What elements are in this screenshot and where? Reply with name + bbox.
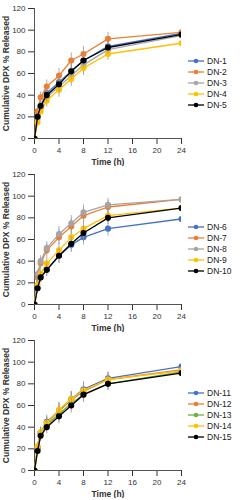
svg-text:120: 120 <box>12 336 26 345</box>
html-text:DN-8: DN-8 <box>207 244 227 254</box>
svg-text:120: 120 <box>12 4 26 13</box>
html-text:DN-12: DN-12 <box>207 399 232 409</box>
svg-text:20: 20 <box>17 278 26 287</box>
svg-text:24: 24 <box>177 312 186 321</box>
html-text:DN-2: DN-2 <box>207 67 227 77</box>
html-text:DN-3: DN-3 <box>207 78 227 88</box>
svg-text:16: 16 <box>128 146 137 155</box>
svg-text:100: 100 <box>12 358 26 367</box>
html-text:DN-7: DN-7 <box>207 233 227 243</box>
svg-text:4: 4 <box>57 312 62 321</box>
svg-text:0: 0 <box>32 478 37 487</box>
html-text:DN-13: DN-13 <box>207 410 232 420</box>
svg-text:0: 0 <box>32 312 37 321</box>
svg-text:Time (h): Time (h) <box>92 489 125 499</box>
svg-text:Cumulative DPX % Released: Cumulative DPX % Released <box>1 182 11 297</box>
svg-text:60: 60 <box>17 69 26 78</box>
svg-text:40: 40 <box>17 257 26 266</box>
svg-text:12: 12 <box>104 312 113 321</box>
html-text:DN-5: DN-5 <box>207 100 227 110</box>
svg-text:20: 20 <box>153 312 162 321</box>
svg-text:80: 80 <box>17 47 26 56</box>
svg-text:20: 20 <box>17 112 26 121</box>
svg-text:0: 0 <box>32 146 37 155</box>
svg-text:Cumulative DPX % Released: Cumulative DPX % Released <box>1 348 11 463</box>
svg-text:20: 20 <box>153 478 162 487</box>
svg-text:24: 24 <box>177 478 186 487</box>
svg-text:60: 60 <box>17 235 26 244</box>
svg-text:12: 12 <box>104 146 113 155</box>
svg-text:20: 20 <box>17 444 26 453</box>
html-text:DN-15: DN-15 <box>207 432 232 442</box>
html-text:DN-10: DN-10 <box>207 266 232 276</box>
svg-text:Cumulative DPX % Released: Cumulative DPX % Released <box>1 16 11 131</box>
svg-text:0: 0 <box>21 300 26 309</box>
svg-text:Time (h): Time (h) <box>92 157 125 167</box>
html-text:DN-1: DN-1 <box>207 56 227 66</box>
html-text:DN-6: DN-6 <box>207 222 227 232</box>
svg-text:80: 80 <box>17 379 26 388</box>
svg-text:0: 0 <box>21 134 26 143</box>
html-text:DN-9: DN-9 <box>207 255 227 265</box>
svg-text:4: 4 <box>57 146 62 155</box>
svg-text:24: 24 <box>177 146 186 155</box>
html-text:DN-4: DN-4 <box>207 89 227 99</box>
svg-text:40: 40 <box>17 423 26 432</box>
svg-text:Time (h): Time (h) <box>92 323 125 333</box>
svg-text:20: 20 <box>153 146 162 155</box>
html-text:DN-14: DN-14 <box>207 421 232 431</box>
svg-text:16: 16 <box>128 312 137 321</box>
svg-text:120: 120 <box>12 170 26 179</box>
html-text:DN-11: DN-11 <box>207 388 231 398</box>
svg-text:8: 8 <box>81 478 86 487</box>
svg-text:100: 100 <box>12 192 26 201</box>
svg-text:16: 16 <box>128 478 137 487</box>
svg-text:8: 8 <box>81 312 86 321</box>
svg-text:80: 80 <box>17 213 26 222</box>
svg-text:0: 0 <box>21 466 26 475</box>
svg-text:12: 12 <box>104 478 113 487</box>
svg-text:4: 4 <box>57 478 62 487</box>
svg-text:100: 100 <box>12 26 26 35</box>
svg-text:40: 40 <box>17 91 26 100</box>
svg-text:60: 60 <box>17 401 26 410</box>
svg-text:8: 8 <box>81 146 86 155</box>
